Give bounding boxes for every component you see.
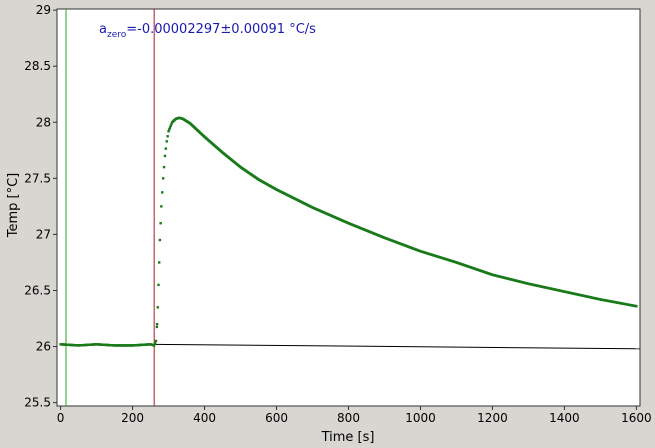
- y-tick-label: 26.5: [24, 283, 51, 297]
- data-point: [166, 135, 169, 138]
- x-tick-label: 800: [337, 411, 360, 425]
- data-point: [155, 325, 159, 329]
- y-axis-title: Temp [°C]: [6, 173, 21, 239]
- data-point: [161, 177, 165, 180]
- x-tick-label: 1200: [477, 411, 508, 425]
- x-axis: 0 200 400 600 800 1000 1200 1400 1600: [57, 406, 652, 425]
- data-point: [157, 283, 160, 287]
- x-tick-label: 1400: [549, 411, 580, 425]
- data-point: [161, 191, 164, 194]
- annotation-value: =-0.00002297±0.00091 °C/s: [126, 22, 316, 37]
- data-point: [156, 306, 159, 309]
- data-point: [159, 222, 162, 225]
- x-tick-label: 1600: [621, 411, 652, 425]
- data-point: [170, 122, 173, 126]
- x-tick-label: 1000: [405, 411, 436, 425]
- data-point: [163, 154, 167, 158]
- x-tick-label: 600: [265, 411, 288, 425]
- data-point: [635, 304, 638, 308]
- data-point: [168, 128, 171, 131]
- x-tick-label: 200: [121, 411, 144, 425]
- x-axis-title: Time [s]: [321, 430, 375, 445]
- data-point: [160, 205, 163, 208]
- data-point: [162, 165, 166, 169]
- data-series: [59, 116, 638, 347]
- baseline-line: [154, 343, 641, 350]
- data-point: [155, 322, 159, 326]
- data-point: [167, 130, 170, 133]
- y-tick-label: 25.5: [24, 396, 51, 410]
- data-point: [152, 344, 156, 347]
- chart-marks: [59, 9, 641, 406]
- y-tick-label: 27: [36, 227, 51, 241]
- annotation: azero=-0.00002297±0.00091 °C/s: [99, 22, 316, 40]
- data-point: [165, 140, 168, 143]
- data-point: [164, 147, 168, 150]
- y-tick-label: 28: [36, 115, 51, 129]
- data-point: [154, 339, 158, 343]
- x-tick-label: 0: [57, 411, 65, 425]
- y-axis: 25.5 26 26.5 27 27.5 28 28.5 29: [24, 3, 57, 410]
- data-point: [168, 126, 172, 129]
- annotation-base: a: [99, 22, 107, 37]
- data-point: [158, 238, 162, 242]
- x-tick-label: 400: [193, 411, 216, 425]
- y-tick-label: 27.5: [24, 171, 51, 185]
- annotation-subscript: zero: [107, 30, 127, 40]
- y-tick-label: 26: [36, 340, 51, 354]
- data-point: [158, 261, 161, 264]
- y-tick-label: 29: [36, 3, 51, 17]
- y-tick-label: 28.5: [24, 59, 51, 73]
- data-point: [153, 341, 157, 345]
- data-point: [169, 124, 172, 128]
